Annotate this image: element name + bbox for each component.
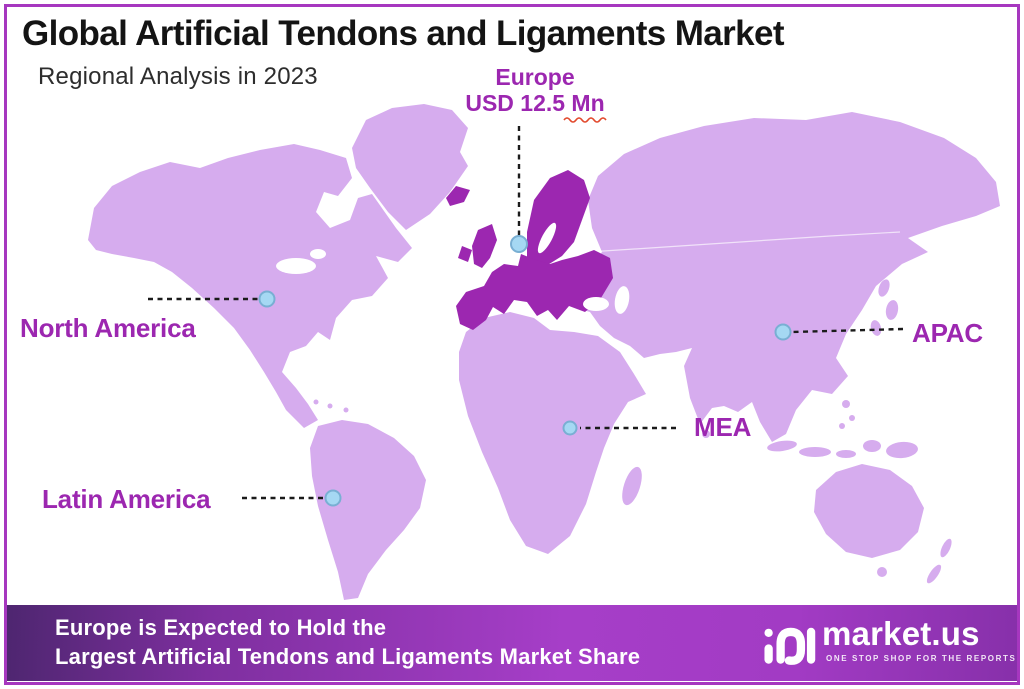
logo-tagline: ONE STOP SHOP FOR THE REPORTS	[826, 654, 1017, 663]
new-zealand-island	[940, 538, 952, 558]
footer-line-2: Largest Artificial Tendons and Ligaments…	[55, 644, 641, 669]
ireland-highlight	[458, 246, 472, 262]
indonesia-island	[863, 440, 881, 452]
iceland-highlight	[446, 186, 470, 206]
caribbean-island	[343, 407, 349, 413]
region-label-mea: MEA	[694, 412, 752, 442]
region-marker-north-america	[258, 290, 276, 308]
philippines-island	[842, 400, 850, 408]
region-marker-apac	[774, 323, 792, 341]
philippines-island	[839, 423, 845, 429]
north-america	[88, 144, 412, 428]
caribbean-island	[327, 403, 333, 409]
great-britain-highlight	[472, 224, 497, 268]
black-sea	[583, 297, 609, 311]
indonesia-island	[767, 440, 797, 452]
footer-headline: Europe is Expected to Hold the Largest A…	[55, 613, 640, 671]
region-label-north-america: North America	[20, 313, 196, 343]
region-marker-latin-america	[324, 489, 342, 507]
region-marker-europe	[510, 235, 528, 253]
philippines-island	[849, 415, 855, 421]
caribbean-island	[313, 399, 319, 405]
page-subtitle: Regional Analysis in 2023	[38, 63, 318, 90]
logo-brand-text: market.us	[822, 615, 980, 652]
indonesia-island	[836, 450, 856, 458]
japan-island	[870, 320, 882, 336]
country-border-line	[587, 231, 901, 253]
australia	[814, 464, 924, 558]
caspian-sea	[614, 286, 630, 314]
region-label-latin-america: Latin America	[42, 484, 211, 514]
new-guinea	[886, 441, 918, 459]
great-lakes	[276, 258, 316, 274]
tasmania	[877, 567, 887, 577]
region-marker-mea	[562, 420, 578, 436]
market-us-logo: market.us ONE STOP SHOP FOR THE REPORTS	[760, 615, 1015, 673]
scandinavia-highlight	[527, 170, 590, 266]
arabian-peninsula	[556, 332, 620, 392]
indonesia-island	[799, 447, 831, 457]
baltic-sea	[537, 222, 557, 254]
new-zealand-island	[926, 564, 942, 584]
europe-mainland-highlight	[456, 250, 613, 330]
region-label-europe: Europe USD 12.5 Mn	[445, 64, 625, 123]
asia	[576, 112, 1000, 442]
south-america	[310, 420, 426, 600]
sri-lanka	[702, 430, 710, 438]
spellcheck-squiggle	[563, 117, 607, 123]
great-lakes	[310, 249, 326, 259]
greenland	[352, 104, 468, 230]
page-title: Global Artificial Tendons and Ligaments …	[22, 14, 785, 53]
footer-line-1: Europe is Expected to Hold the	[55, 615, 387, 640]
region-label-apac: APAC	[912, 318, 983, 348]
market-us-logo-icon	[764, 627, 816, 665]
japan-island	[885, 300, 899, 320]
africa	[459, 312, 646, 554]
japan-island	[878, 279, 890, 297]
footer-banner: Europe is Expected to Hold the Largest A…	[7, 605, 1017, 681]
europe-label-value: USD 12.5 Mn	[465, 90, 605, 116]
madagascar	[622, 466, 642, 506]
europe-label-name: Europe	[495, 64, 575, 90]
